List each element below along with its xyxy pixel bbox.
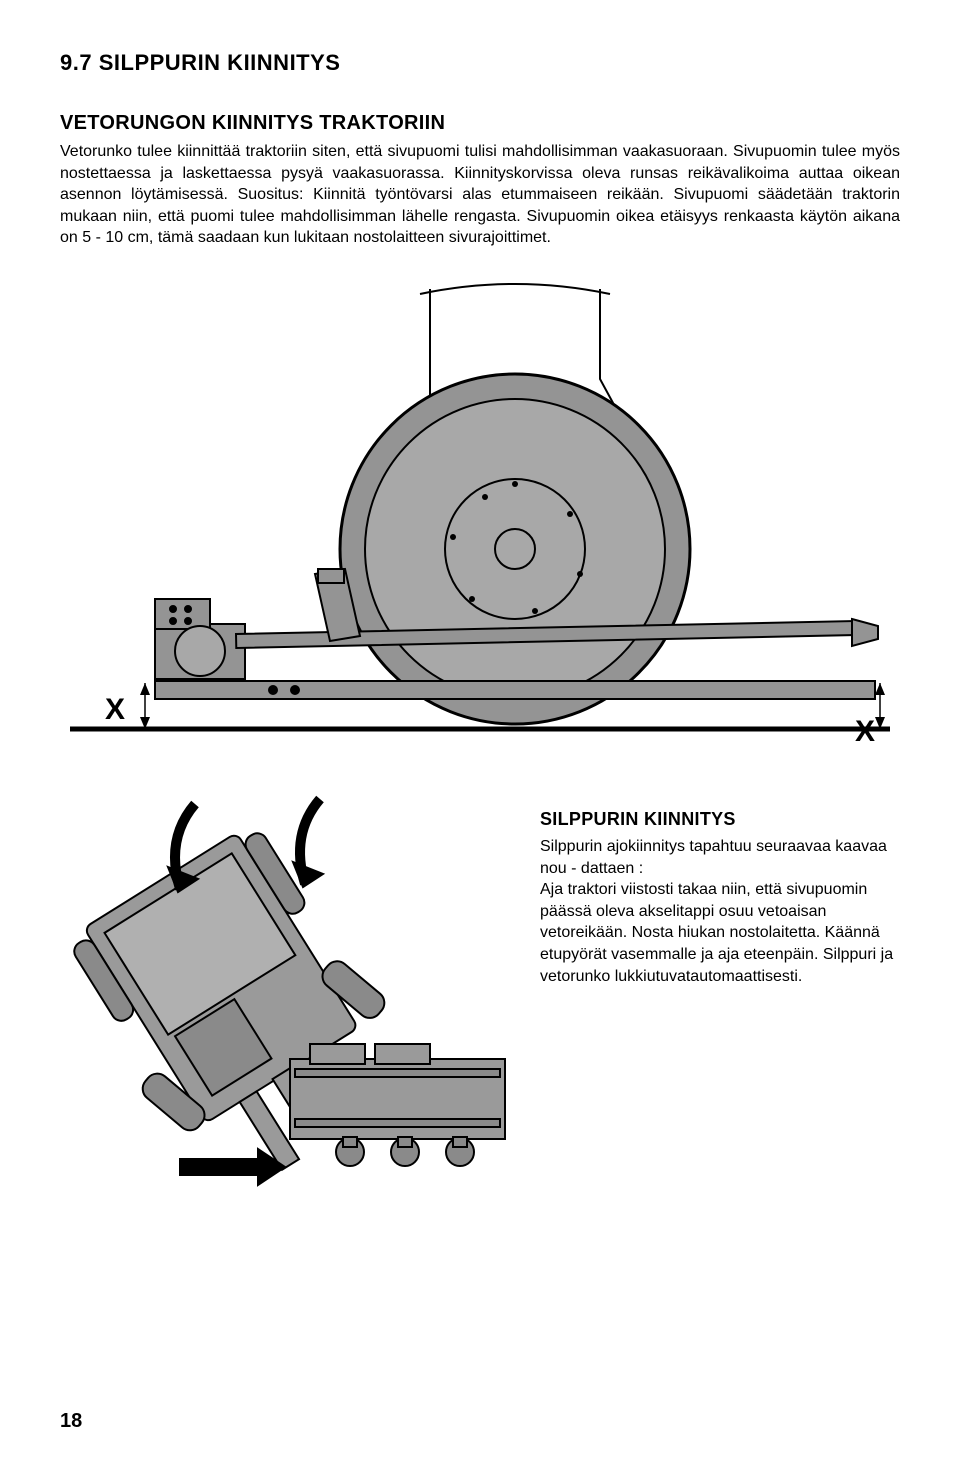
block1-heading: VETORUNGON KIINNITYS TRAKTORIIN — [60, 112, 900, 135]
section-heading: 9.7 SILPPURIN KIINNITYS — [60, 50, 900, 76]
block1-paragraph: Vetorunko tulee kiinnittää traktoriin si… — [60, 141, 900, 249]
figure-attach-top — [60, 759, 520, 1189]
block2-heading: SILPPURIN KIINNITYS — [540, 809, 900, 830]
dim-label-left: X — [105, 693, 125, 726]
section-number: 9.7 — [60, 50, 92, 75]
block2-paragraph: Silppurin ajokiinnitys tapahtuu seuraava… — [540, 836, 900, 987]
page-number: 18 — [60, 1410, 82, 1433]
figure-tractor-side: X X — [60, 269, 900, 749]
dim-label-right: X — [855, 715, 875, 748]
section-title: SILPPURIN KIINNITYS — [99, 50, 341, 75]
